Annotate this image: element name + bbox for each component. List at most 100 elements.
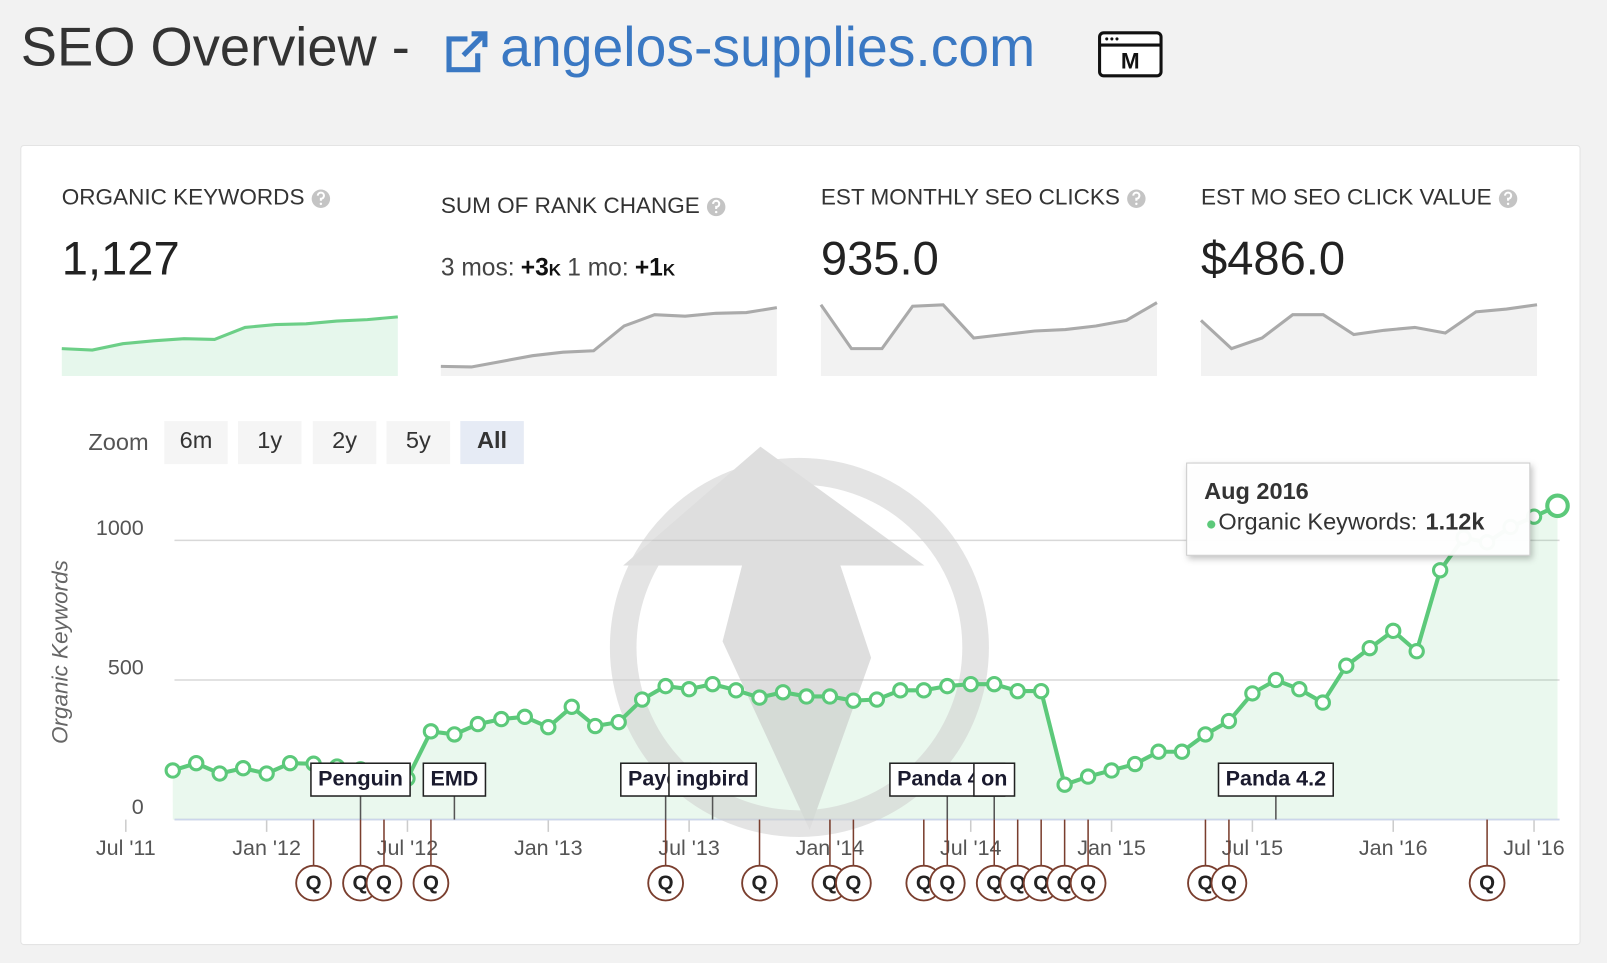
point[interactable] — [1079, 768, 1097, 785]
q-label: Q — [423, 872, 439, 895]
q-circle — [647, 864, 684, 902]
point[interactable] — [680, 681, 698, 698]
point[interactable] — [211, 765, 228, 782]
zoom-button[interactable]: All — [460, 421, 524, 465]
point[interactable] — [1126, 755, 1144, 773]
flag[interactable]: Panda 4.2 — [1217, 762, 1334, 797]
point[interactable] — [258, 765, 275, 782]
q-marker[interactable]: Q — [928, 864, 966, 902]
point[interactable] — [516, 708, 534, 726]
point[interactable] — [892, 682, 909, 699]
point[interactable] — [962, 675, 979, 693]
q-label: Q — [845, 872, 861, 895]
point[interactable] — [633, 691, 651, 708]
point[interactable] — [1032, 682, 1050, 700]
point[interactable] — [774, 684, 792, 701]
help-icon[interactable] — [1127, 189, 1146, 208]
point[interactable] — [422, 723, 440, 740]
q-marker[interactable]: Q — [647, 864, 684, 902]
sparkline-area — [1200, 304, 1538, 376]
point[interactable] — [446, 726, 463, 743]
q-label: Q — [306, 872, 322, 895]
q-circle — [1468, 864, 1506, 902]
q-marker[interactable]: Q — [1210, 864, 1248, 902]
q-marker[interactable]: Q — [295, 864, 332, 902]
q-marker[interactable]: Q — [835, 864, 872, 902]
point[interactable] — [1220, 712, 1238, 730]
point[interactable] — [798, 688, 815, 705]
q-marker[interactable]: Q — [412, 864, 450, 902]
external-link-icon[interactable] — [446, 31, 488, 73]
point[interactable] — [1408, 643, 1425, 660]
point[interactable] — [164, 762, 181, 779]
flag[interactable]: EMD — [422, 762, 487, 797]
zoom-label: Zoom — [88, 429, 148, 455]
zoom-button-label: 5y — [406, 427, 431, 453]
point[interactable] — [727, 682, 745, 699]
point[interactable] — [1431, 562, 1449, 579]
badge-icon[interactable]: M — [1098, 31, 1163, 78]
point[interactable] — [1244, 685, 1261, 702]
point[interactable] — [1056, 776, 1073, 793]
x-tick-label: Jul '13 — [658, 836, 720, 860]
point[interactable] — [845, 692, 862, 709]
point[interactable] — [751, 689, 768, 706]
point[interactable] — [540, 718, 557, 736]
zoom-button[interactable]: 5y — [386, 421, 451, 465]
x-tick-label: Jul '11 — [96, 836, 156, 860]
point[interactable] — [939, 677, 956, 695]
zoom-button[interactable]: 1y — [237, 421, 302, 465]
domain-link[interactable]: angelos-supplies.com — [500, 16, 1035, 78]
point[interactable] — [1173, 743, 1191, 760]
help-icon[interactable] — [311, 189, 331, 208]
point[interactable] — [915, 682, 933, 699]
point[interactable] — [1338, 657, 1355, 674]
point[interactable] — [493, 710, 510, 728]
point[interactable] — [587, 717, 604, 735]
help-icon[interactable] — [706, 197, 726, 217]
zoom-button-label: All — [477, 427, 507, 453]
point[interactable] — [1545, 493, 1570, 519]
watermark — [609, 446, 989, 837]
q-marker[interactable]: Q — [741, 864, 778, 902]
point[interactable] — [234, 760, 252, 777]
q-marker[interactable]: Q — [1468, 864, 1506, 902]
point[interactable] — [610, 713, 627, 731]
point[interactable] — [1103, 762, 1120, 779]
metric-value: 935.0 — [821, 232, 939, 285]
help-icon[interactable] — [1498, 189, 1518, 208]
point[interactable] — [821, 688, 839, 705]
point[interactable] — [1385, 622, 1402, 640]
point[interactable] — [469, 715, 487, 733]
q-label: Q — [986, 872, 1002, 895]
zoom-button-bg — [164, 421, 228, 465]
point[interactable] — [868, 691, 886, 708]
point[interactable] — [1197, 726, 1214, 743]
point[interactable] — [563, 698, 580, 715]
point[interactable] — [1267, 671, 1285, 689]
metric-label: ORGANIC KEYWORDS — [62, 185, 305, 210]
q-circle — [295, 864, 332, 902]
x-tick-label: Jul '16 — [1503, 836, 1565, 860]
zoom-button[interactable]: 6m — [164, 421, 228, 465]
point[interactable] — [704, 675, 721, 693]
point[interactable] — [986, 675, 1003, 693]
sparkline-area — [61, 316, 398, 376]
point[interactable] — [281, 754, 299, 772]
sparkline-area — [440, 307, 777, 376]
flag[interactable]: ingbird — [668, 762, 757, 797]
point[interactable] — [1314, 694, 1332, 711]
metric-part: 1 mo: — [567, 254, 628, 281]
q-marker[interactable]: Q — [1069, 864, 1107, 902]
point[interactable] — [1150, 743, 1167, 760]
point[interactable] — [657, 677, 674, 695]
point[interactable] — [188, 754, 205, 772]
point[interactable] — [1291, 681, 1308, 698]
flag[interactable]: on — [973, 762, 1016, 797]
point[interactable] — [1009, 682, 1026, 700]
point[interactable] — [1361, 639, 1378, 657]
q-marker[interactable]: Q — [365, 864, 403, 902]
flag[interactable]: Penguin — [310, 762, 411, 797]
zoom-button[interactable]: 2y — [312, 421, 377, 465]
